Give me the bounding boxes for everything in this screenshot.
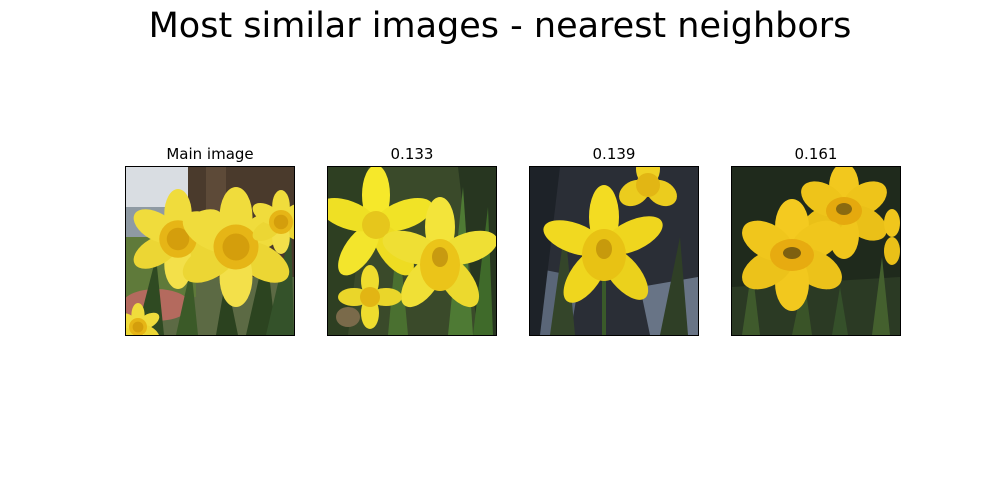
panel-label: 0.139 [592,145,636,163]
panel-main-image: Main image [125,142,295,336]
panel-neighbor-2: 0.139 [529,142,699,336]
panel-label: Main image [166,145,254,163]
panel-label: 0.161 [794,145,838,163]
panel-neighbor-3: 0.161 [731,142,901,336]
neighbor-image-thumbnail [731,166,901,336]
panel-neighbor-1: 0.133 [327,142,497,336]
main-image-thumbnail [125,166,295,336]
panel-label: 0.133 [390,145,434,163]
figure-title: Most similar images - nearest neighbors [148,6,852,46]
neighbor-image-thumbnail [327,166,497,336]
neighbor-image-thumbnail [529,166,699,336]
